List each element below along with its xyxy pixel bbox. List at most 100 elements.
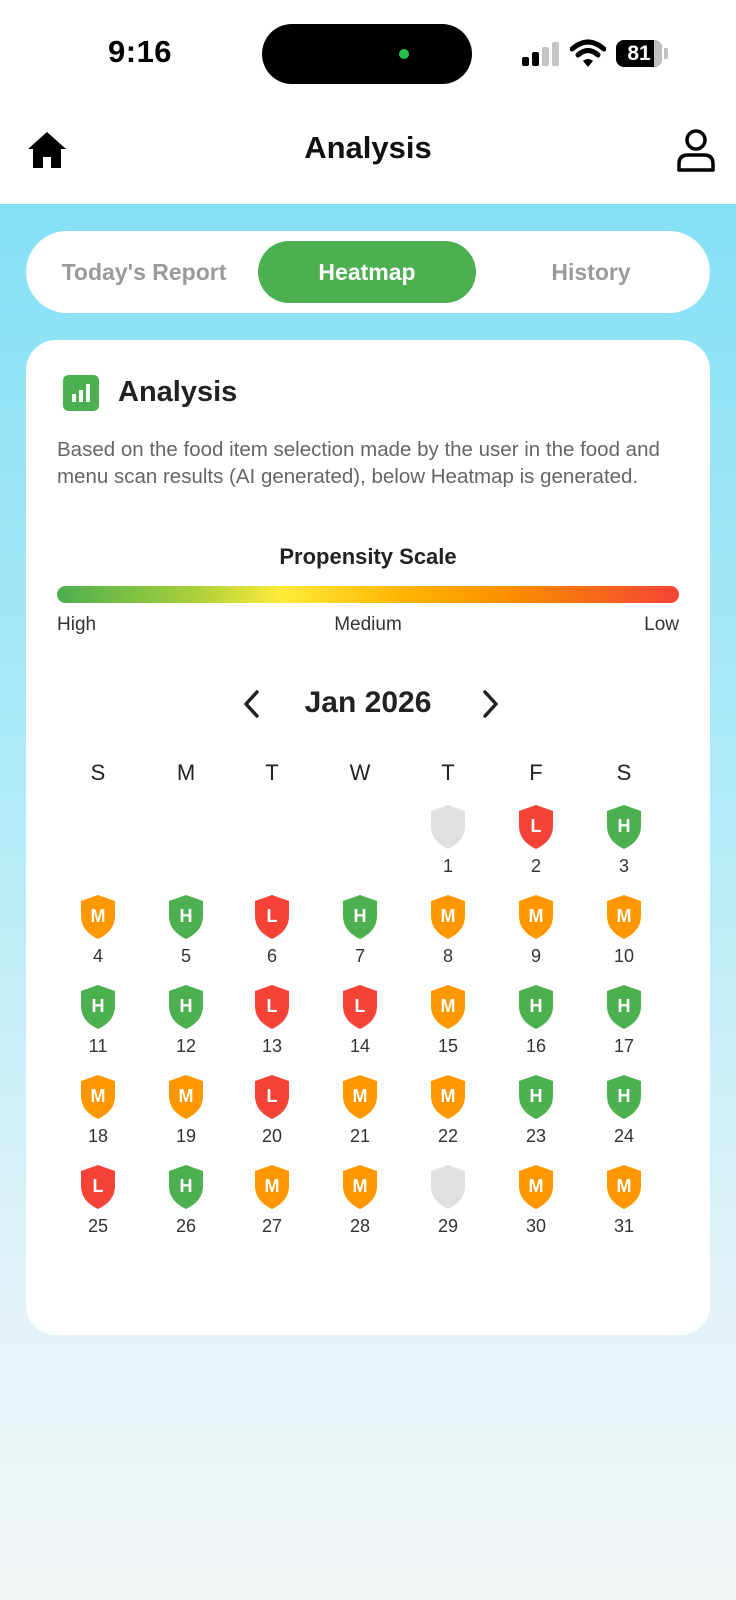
- calendar-day[interactable]: H 12: [156, 984, 216, 1064]
- status-bar: 9:16 81: [0, 0, 736, 104]
- bar-chart-icon: [63, 375, 99, 411]
- tab-bar: Today's Report Heatmap History: [26, 231, 710, 313]
- tab-history[interactable]: History: [551, 259, 631, 285]
- shield-icon: M: [169, 1075, 203, 1119]
- calendar-day[interactable]: M 18: [68, 1074, 128, 1154]
- tab-heatmap[interactable]: Heatmap: [258, 241, 476, 303]
- calendar-day[interactable]: M 22: [418, 1074, 478, 1154]
- battery-icon: 81: [616, 40, 662, 67]
- day-number: 5: [180, 946, 191, 966]
- shield-icon: H: [343, 895, 377, 939]
- tab-todays-report[interactable]: Today's Report: [61, 259, 227, 285]
- calendar-day[interactable]: L 13: [242, 984, 302, 1064]
- calendar-day[interactable]: L 25: [68, 1164, 128, 1244]
- calendar-day[interactable]: M 27: [242, 1164, 302, 1244]
- chevron-right-icon[interactable]: [474, 686, 506, 722]
- shield-icon: H: [169, 1165, 203, 1209]
- propensity-level-label: M: [529, 1176, 544, 1196]
- calendar-day[interactable]: H 17: [594, 984, 654, 1064]
- calendar-day[interactable]: H 26: [156, 1164, 216, 1244]
- card-description: Based on the food item selection made by…: [57, 438, 660, 488]
- propensity-level-label: M: [353, 1176, 368, 1196]
- shield-icon: M: [431, 895, 465, 939]
- propensity-level-label: L: [531, 816, 542, 836]
- propensity-level-label: M: [441, 1086, 456, 1106]
- shield-icon: M: [343, 1165, 377, 1209]
- propensity-scale-title: Propensity Scale: [279, 544, 457, 569]
- day-number: 28: [349, 1216, 371, 1236]
- day-number: 9: [530, 946, 541, 966]
- cellular-signal-icon: [522, 40, 560, 66]
- day-number: 2: [530, 856, 541, 876]
- calendar-day[interactable]: 29: [418, 1164, 478, 1244]
- battery-cap: [664, 48, 668, 59]
- scale-label-medium: Medium: [334, 614, 402, 635]
- page-title: Analysis: [304, 130, 432, 165]
- calendar-day[interactable]: H 11: [68, 984, 128, 1064]
- shield-icon: H: [607, 805, 641, 849]
- day-number: 25: [87, 1216, 109, 1236]
- day-number: 15: [437, 1036, 459, 1056]
- shield-icon: [431, 1165, 465, 1209]
- weekday-label: T: [441, 760, 455, 785]
- analysis-card: Analysis Based on the food item selectio…: [26, 340, 710, 1335]
- day-number: 26: [175, 1216, 197, 1236]
- propensity-level-label: M: [91, 906, 106, 926]
- propensity-level-label: L: [267, 906, 278, 926]
- shield-icon: H: [519, 1075, 553, 1119]
- calendar-day[interactable]: M 15: [418, 984, 478, 1064]
- shield-icon: M: [519, 1165, 553, 1209]
- shield-icon: M: [607, 1165, 641, 1209]
- calendar-day[interactable]: M 30: [506, 1164, 566, 1244]
- shield-icon: L: [255, 985, 289, 1029]
- propensity-level-label: M: [91, 1086, 106, 1106]
- shield-icon: M: [607, 895, 641, 939]
- shield-icon: H: [607, 1075, 641, 1119]
- propensity-level-label: L: [267, 996, 278, 1016]
- propensity-level-label: H: [618, 996, 631, 1016]
- shield-icon: M: [343, 1075, 377, 1119]
- calendar-day[interactable]: H 23: [506, 1074, 566, 1154]
- shield-icon: H: [169, 895, 203, 939]
- weekday-label: M: [176, 760, 196, 785]
- day-number: 30: [525, 1216, 547, 1236]
- calendar-day[interactable]: M 21: [330, 1074, 390, 1154]
- day-number: 12: [175, 1036, 197, 1056]
- propensity-level-label: H: [618, 1086, 631, 1106]
- day-number: 10: [613, 946, 635, 966]
- propensity-level-label: H: [530, 1086, 543, 1106]
- profile-icon[interactable]: [676, 128, 716, 174]
- day-number: 8: [442, 946, 453, 966]
- calendar-day[interactable]: M 31: [594, 1164, 654, 1244]
- calendar-day[interactable]: L 20: [242, 1074, 302, 1154]
- day-number: 18: [87, 1126, 109, 1146]
- weekday-label: F: [529, 760, 543, 785]
- shield-icon: H: [169, 985, 203, 1029]
- shield-icon: L: [519, 805, 553, 849]
- calendar-day[interactable]: H 24: [594, 1074, 654, 1154]
- calendar-day[interactable]: M 10: [594, 894, 654, 974]
- calendar-day[interactable]: L 14: [330, 984, 390, 1064]
- chevron-left-icon[interactable]: [236, 686, 268, 722]
- propensity-level-label: L: [267, 1086, 278, 1106]
- home-icon[interactable]: [26, 130, 68, 170]
- day-number: 4: [92, 946, 103, 966]
- calendar-day[interactable]: H 16: [506, 984, 566, 1064]
- propensity-level-label: M: [265, 1176, 280, 1196]
- month-label: Jan 2026: [304, 686, 432, 719]
- propensity-level-label: H: [180, 996, 193, 1016]
- day-number: 31: [613, 1216, 635, 1236]
- calendar-day[interactable]: M 19: [156, 1074, 216, 1154]
- calendar-day[interactable]: 1: [418, 804, 478, 884]
- shield-icon: H: [607, 985, 641, 1029]
- day-number: 13: [261, 1036, 283, 1056]
- calendar-day[interactable]: M 28: [330, 1164, 390, 1244]
